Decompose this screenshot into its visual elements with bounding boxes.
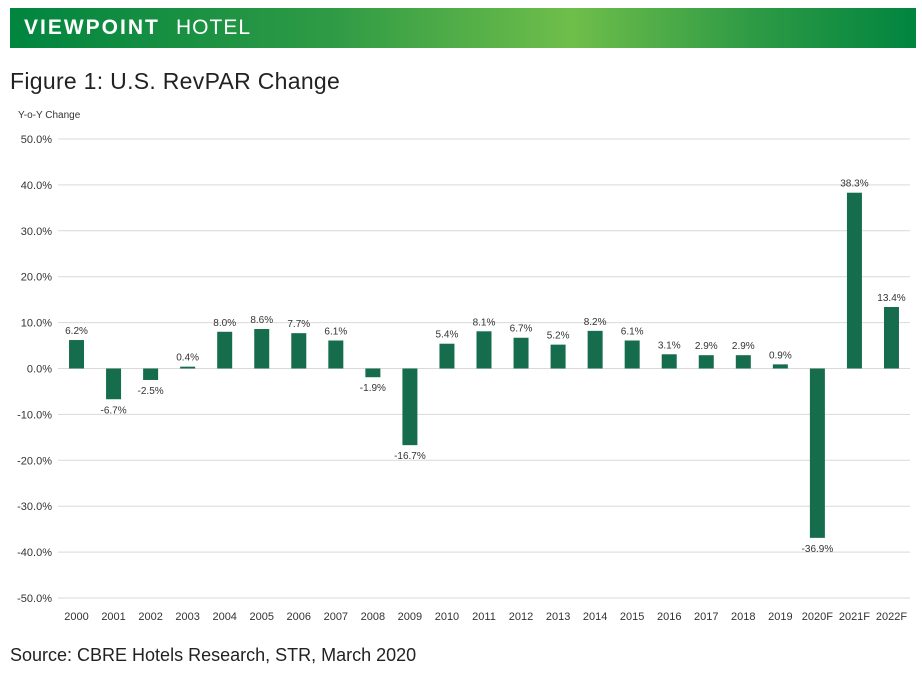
bar-2017 (698, 355, 714, 369)
x-tick-label: 2003 (175, 611, 199, 623)
brand-name-viewpoint: VIEWPOINT (24, 16, 160, 39)
data-label: 7.7% (287, 319, 310, 330)
bar-2009 (402, 368, 418, 446)
y-tick-label: 20.0% (21, 272, 52, 284)
x-tick-label: 2022F (876, 611, 907, 623)
y-tick-label: 30.0% (21, 226, 52, 238)
data-label: -16.7% (394, 451, 426, 462)
x-tick-label: 2021F (839, 611, 870, 623)
bar-2005 (254, 329, 270, 369)
y-tick-label: -20.0% (17, 455, 52, 467)
x-tick-label: 2008 (361, 611, 385, 623)
y-tick-label: 10.0% (21, 318, 52, 330)
y-tick-label: -10.0% (17, 409, 52, 421)
data-label: 6.7% (510, 324, 533, 335)
bar-2002 (143, 368, 159, 380)
x-tick-label: 2019 (768, 611, 792, 623)
data-label: 5.4% (436, 330, 459, 341)
y-tick-label: -40.0% (17, 547, 52, 559)
x-tick-label: 2002 (138, 611, 162, 623)
data-label: 0.9% (769, 350, 792, 361)
data-label: 8.6% (250, 315, 273, 326)
bar-2020F (809, 368, 825, 538)
data-label: 38.3% (840, 179, 868, 190)
x-tick-label: 2013 (546, 611, 570, 623)
data-label: 8.2% (584, 317, 607, 328)
data-label: -1.9% (360, 383, 386, 394)
data-label: -2.5% (138, 386, 164, 397)
y-tick-label: -30.0% (17, 501, 52, 513)
data-label: 0.4% (176, 353, 199, 364)
bar-2018 (735, 355, 751, 369)
x-tick-label: 2010 (435, 611, 459, 623)
bar-2010 (439, 343, 455, 369)
y-tick-label: -50.0% (17, 593, 52, 605)
x-tick-label: 2018 (731, 611, 755, 623)
data-label: 3.1% (658, 340, 681, 351)
x-tick-label: 2009 (398, 611, 422, 623)
data-label: 6.2% (65, 326, 88, 337)
bar-2012 (513, 337, 529, 369)
bar-2022F (883, 306, 899, 369)
x-tick-label: 2012 (509, 611, 533, 623)
bar-2007 (328, 340, 344, 369)
y-tick-label: 40.0% (21, 180, 52, 192)
bar-2006 (291, 333, 307, 369)
bar-2019 (772, 364, 788, 369)
x-tick-label: 2020F (802, 611, 833, 623)
source-note: Source: CBRE Hotels Research, STR, March… (10, 645, 417, 665)
data-label: 2.9% (695, 341, 718, 352)
x-tick-label: 2015 (620, 611, 644, 623)
x-tick-label: 2007 (324, 611, 348, 623)
data-label: -36.9% (802, 544, 834, 555)
data-label: 8.0% (213, 318, 236, 329)
x-tick-label: 2017 (694, 611, 718, 623)
bar-2011 (476, 331, 492, 369)
bar-2021F (846, 192, 862, 369)
y-tick-label: 0.0% (27, 364, 52, 376)
x-tick-label: 2001 (101, 611, 125, 623)
bar-2008 (365, 368, 381, 378)
x-tick-label: 2016 (657, 611, 681, 623)
data-label: 8.1% (473, 317, 496, 328)
bar-2000 (69, 340, 85, 369)
bar-2004 (217, 331, 233, 369)
data-label: 13.4% (877, 293, 905, 304)
x-tick-label: 2004 (212, 611, 236, 623)
header-banner (10, 8, 916, 48)
x-tick-label: 2005 (249, 611, 273, 623)
data-label: -6.7% (101, 405, 127, 416)
x-tick-label: 2011 (472, 611, 496, 623)
brand-name-hotel: HOTEL (176, 16, 252, 39)
x-tick-label: 2000 (64, 611, 88, 623)
bar-2014 (587, 330, 603, 369)
data-label: 6.1% (324, 327, 347, 338)
figure-title: Figure 1: U.S. RevPAR Change (10, 68, 341, 94)
x-tick-label: 2014 (583, 611, 607, 623)
bar-2003 (180, 366, 196, 369)
y-tick-label: 50.0% (21, 134, 52, 146)
bar-2015 (624, 340, 640, 369)
data-label: 6.1% (621, 327, 644, 338)
data-label: 5.2% (547, 331, 570, 342)
bar-2001 (106, 368, 122, 400)
x-tick-label: 2006 (287, 611, 311, 623)
y-axis-label: Y-o-Y Change (18, 110, 81, 121)
bar-2016 (661, 354, 677, 369)
data-label: 2.9% (732, 341, 755, 352)
bar-2013 (550, 344, 566, 369)
